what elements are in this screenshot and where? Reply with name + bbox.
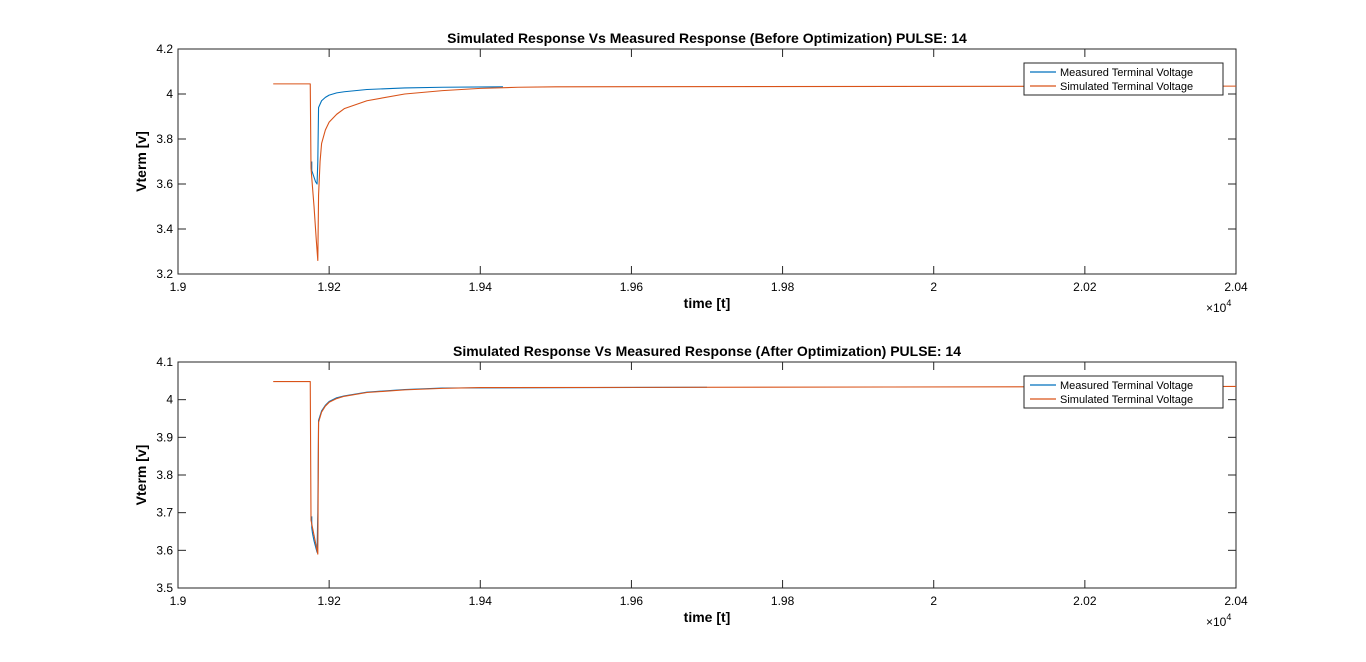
y-tick-label: 3.9 [156,430,173,444]
chart-2: 1.9 1.92 1.94 1.96 1.98 2 2.02 2.04 3.5 3.6 3.7 3.8… [133,343,1248,629]
x-tick-label: 1.96 [620,280,644,294]
y-tick-label: 4.1 [156,355,173,369]
x-axis-exponent-power: 4 [1226,612,1231,622]
y-tick-label: 3.2 [156,267,173,281]
legend-label-1: Measured Terminal Voltage [1060,380,1193,392]
x-tick-label: 1.92 [317,594,341,608]
x-axis-label: time [t] [684,295,731,311]
x-axis-label: time [t] [684,609,731,625]
legend-label-1: Measured Terminal Voltage [1060,67,1193,79]
x-tick-label: 2 [930,594,937,608]
x-axis-exponent-base: ×10 [1206,301,1227,315]
legend: Measured Terminal Voltage Simulated Termi… [1023,62,1224,96]
y-tick-label: 3.4 [156,222,173,236]
x-tick-label: 1.92 [317,280,341,294]
x-tick-label: 1.94 [469,280,493,294]
chart-title: Simulated Response Vs Measured Response … [447,30,967,46]
x-tick-label: 2.04 [1224,280,1248,294]
series-line-1 [311,86,503,185]
x-tick-label: 2.02 [1073,280,1097,294]
y-tick-label: 4 [166,87,173,101]
x-tick-label: 1.96 [620,594,644,608]
series-line-2 [273,381,1236,555]
y-axis-label: Vterm [v] [133,131,149,192]
x-axis-exponent-label: ×104 [1206,612,1231,629]
y-axis-label: Vterm [v] [133,445,149,506]
x-tick-label: 2.02 [1073,594,1097,608]
x-tick-label: 1.98 [771,594,795,608]
x-tick-label: 2 [930,280,937,294]
chart-title: Simulated Response Vs Measured Response … [453,343,961,359]
y-tick-label: 3.6 [156,177,173,191]
legend-box [1023,375,1224,409]
legend-label-2: Simulated Terminal Voltage [1060,394,1193,406]
x-axis-exponent-power: 4 [1226,298,1231,308]
y-tick-label: 3.8 [156,132,173,146]
x-tick-label: 1.98 [771,280,795,294]
y-tick-label: 3.5 [156,581,173,595]
chart-1: 1.9 1.92 1.94 1.96 1.98 2 2.02 2.04 3.2 3.4 3.6 3.8… [133,30,1248,315]
x-tick-label: 1.9 [170,280,187,294]
x-axis-exponent-base: ×10 [1206,615,1227,629]
legend-box [1023,62,1224,96]
x-tick-label: 2.04 [1224,594,1248,608]
x-tick-label: 1.94 [469,594,493,608]
y-tick-label: 4.2 [156,42,173,56]
y-tick-label: 4 [166,393,173,407]
x-axis-exponent-label: ×104 [1206,298,1231,315]
x-tick-label: 1.9 [170,594,187,608]
legend-label-2: Simulated Terminal Voltage [1060,81,1193,93]
series-line-2 [273,83,1236,262]
legend: Measured Terminal Voltage Simulated Termi… [1023,375,1224,409]
y-tick-label: 3.7 [156,506,173,520]
y-tick-label: 3.6 [156,543,173,557]
y-tick-label: 3.8 [156,468,173,482]
